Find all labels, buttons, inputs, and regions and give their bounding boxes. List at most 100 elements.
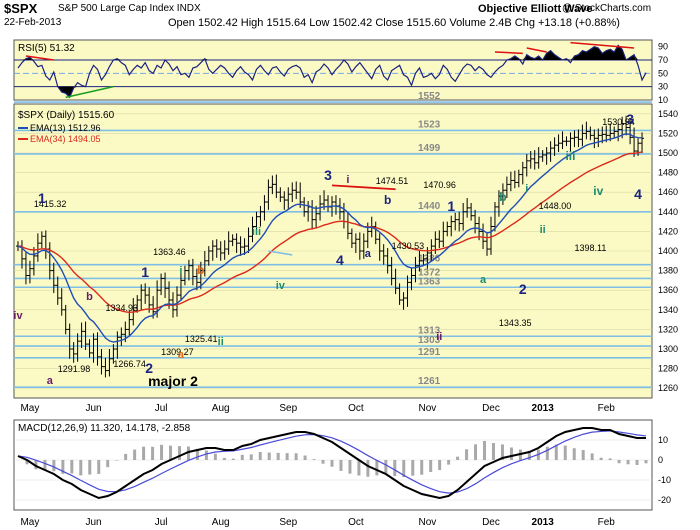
rsi-panel-bg bbox=[13, 39, 653, 101]
price-trend-line bbox=[268, 250, 293, 256]
price-level-label: 1291 bbox=[418, 347, 441, 358]
macd-histogram-bar bbox=[142, 446, 146, 460]
macd-histogram-bar bbox=[52, 460, 56, 472]
macd-histogram-bar bbox=[294, 453, 298, 460]
ema34-legend-label: EMA(34) 1494.05 bbox=[30, 134, 101, 144]
wave-label: major 2 bbox=[148, 373, 198, 389]
price-tick-label: 1300 bbox=[658, 344, 678, 354]
price-level-label: 1523 bbox=[418, 119, 441, 130]
wave-label: 3 bbox=[324, 167, 332, 183]
price-level-label: 1552 bbox=[418, 91, 441, 102]
macd-histogram-bar bbox=[456, 456, 460, 460]
macd-histogram-bar bbox=[133, 449, 137, 460]
macd-tick-label: -10 bbox=[658, 475, 671, 485]
wave-label: b bbox=[384, 193, 391, 207]
price-tick-label: 1380 bbox=[658, 266, 678, 276]
macd-histogram-bar bbox=[411, 460, 415, 476]
price-annotation-label: 1334.93 bbox=[105, 303, 138, 313]
chart-date: 22-Feb-2013 bbox=[4, 17, 62, 28]
macd-histogram-bar bbox=[545, 446, 549, 460]
macd-histogram-bar bbox=[635, 460, 639, 465]
macd-x-tick-label: Feb bbox=[598, 517, 616, 528]
macd-x-tick-label: Aug bbox=[212, 517, 230, 528]
macd-histogram-bar bbox=[204, 450, 208, 460]
price-level-label: 1372 bbox=[418, 267, 441, 278]
macd-histogram-bar bbox=[339, 460, 343, 471]
macd-histogram-bar bbox=[115, 460, 119, 461]
macd-histogram-bar bbox=[330, 460, 334, 467]
macd-histogram-bar bbox=[402, 460, 406, 478]
price-x-tick-label: Nov bbox=[418, 403, 436, 414]
macd-x-tick-label: Sep bbox=[279, 517, 297, 528]
rsi-divergence-line bbox=[25, 55, 54, 61]
macd-histogram-bar bbox=[222, 457, 226, 460]
price-level-label: 1303 bbox=[418, 335, 441, 346]
price-annotation-label: 1530.94 bbox=[602, 117, 635, 127]
wave-label: b bbox=[86, 291, 93, 303]
price-annotation-label: 1398.11 bbox=[574, 243, 606, 253]
price-tick-label: 1520 bbox=[658, 128, 678, 138]
wave-label: iv bbox=[13, 310, 23, 322]
ema34-line bbox=[17, 151, 643, 313]
macd-histogram-bar bbox=[375, 460, 379, 476]
ema13-legend-label: EMA(13) 1512.96 bbox=[30, 123, 101, 133]
rsi-divergence-line bbox=[494, 51, 523, 55]
macd-tick-label: -20 bbox=[658, 495, 671, 505]
wave-label: ii bbox=[218, 336, 224, 348]
price-tick-label: 1540 bbox=[658, 109, 678, 119]
rsi-overbought-fill bbox=[18, 45, 646, 60]
macd-histogram-bar bbox=[357, 460, 361, 476]
macd-histogram-bar bbox=[276, 452, 280, 460]
macd-histogram-bar bbox=[384, 460, 388, 475]
wave-label: b bbox=[197, 263, 204, 277]
price-level-label: 1499 bbox=[418, 143, 441, 154]
macd-signal-line bbox=[17, 430, 647, 494]
macd-x-tick-label: Jun bbox=[85, 517, 101, 528]
macd-histogram-bar bbox=[25, 460, 29, 465]
wave-label: b bbox=[499, 190, 506, 204]
price-tick-label: 1460 bbox=[658, 187, 678, 197]
wave-label: i bbox=[346, 174, 349, 186]
macd-histogram-bar bbox=[34, 460, 38, 470]
wave-label: a bbox=[178, 349, 185, 361]
price-x-tick-label: Oct bbox=[348, 403, 364, 414]
macd-title: MACD(12,26,9) 11.320, 14.178, -2.858 bbox=[18, 423, 191, 434]
price-tick-label: 1260 bbox=[658, 383, 678, 393]
macd-x-tick-label: Jul bbox=[155, 517, 168, 528]
macd-histogram-bar bbox=[483, 440, 487, 460]
price-x-tick-label: Jul bbox=[155, 403, 168, 414]
macd-histogram-bar bbox=[608, 458, 612, 460]
macd-histogram-bar bbox=[509, 447, 513, 460]
macd-histogram-bar bbox=[590, 453, 594, 460]
price-annotation-label: 1470.96 bbox=[423, 180, 456, 190]
wave-label: 4 bbox=[634, 186, 642, 202]
price-bars-group bbox=[16, 115, 645, 378]
macd-histogram-bar bbox=[124, 453, 128, 460]
macd-histogram-bar bbox=[617, 460, 621, 464]
price-annotation-label: 1266.74 bbox=[113, 359, 146, 369]
macd-histogram-bar bbox=[258, 451, 262, 460]
ticker-symbol: $SPX bbox=[4, 1, 38, 16]
macd-histogram-bar bbox=[169, 445, 173, 460]
macd-histogram-bar bbox=[79, 460, 83, 476]
macd-histogram-bar bbox=[267, 452, 271, 460]
rsi-tick-label: 90 bbox=[658, 42, 668, 52]
macd-histogram-bar bbox=[348, 460, 352, 474]
rsi-tick-label: 50 bbox=[658, 68, 668, 78]
price-x-tick-label: May bbox=[20, 403, 39, 414]
ema13-line bbox=[17, 133, 643, 343]
wave-label: 1 bbox=[38, 190, 46, 206]
macd-panel-bg bbox=[13, 419, 653, 511]
price-title: $SPX (Daily) 1515.60 bbox=[18, 110, 115, 121]
rsi-line bbox=[17, 44, 647, 99]
price-annotation-label: 1309.27 bbox=[161, 347, 194, 357]
wave-label: iv bbox=[276, 280, 286, 292]
price-x-tick-label: Aug bbox=[212, 403, 230, 414]
macd-histogram-bar bbox=[447, 460, 451, 465]
macd-histogram-bar bbox=[240, 454, 244, 460]
macd-histogram-bar bbox=[151, 446, 155, 460]
macd-histogram-bar bbox=[474, 444, 478, 460]
wave-label: ii bbox=[436, 331, 442, 343]
